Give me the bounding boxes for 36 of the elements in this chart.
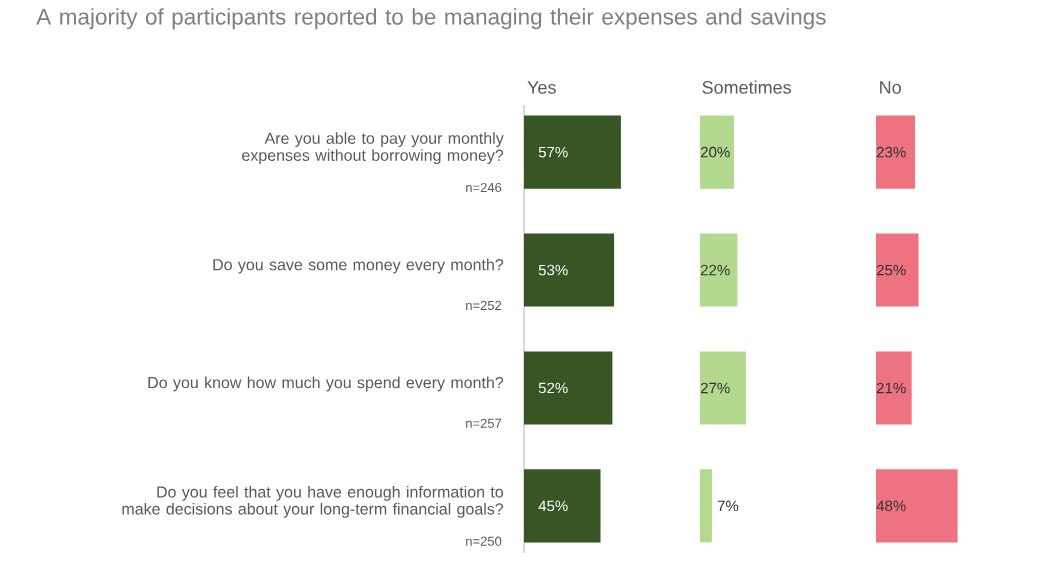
y-tick-label: Do you save some money every month? [213, 258, 504, 274]
text: n=257 [466, 418, 502, 428]
bar [876, 351, 912, 425]
chart-title: A majority of participants reported to be managing their expenses and savings [36, 8, 826, 30]
bar [524, 233, 615, 307]
bar [700, 233, 738, 307]
bar [876, 469, 958, 543]
text: n=250 [466, 536, 502, 546]
bar [700, 351, 746, 425]
data-label: 21% [876, 382, 906, 394]
bar [876, 233, 919, 307]
y-tick-label: Do you feel that you have enough information to make decisions about your long-term financial goals? [122, 485, 504, 518]
bar [876, 115, 916, 189]
text: n=252 [466, 300, 502, 311]
bar [700, 469, 712, 543]
data-label: 20% [700, 146, 730, 158]
y-tick-label: Are you able to pay your monthly expenses without borrowing money? [242, 132, 504, 165]
y-tick-label: Do you know how much you spend every month? [148, 376, 504, 392]
data-label: 27% [700, 382, 730, 394]
data-label: 22% [700, 264, 730, 276]
data-label: 45% [538, 500, 568, 512]
data-label: 23% [876, 146, 906, 158]
text: n=246 [466, 182, 502, 193]
data-label: 57% [538, 146, 568, 158]
data-label: 53% [538, 264, 568, 276]
chart-title: Sometimes [702, 80, 791, 94]
data-label: 25% [876, 264, 906, 276]
data-label: 48% [876, 500, 906, 512]
data-label: 52% [538, 382, 568, 394]
bar [700, 115, 735, 189]
bar [524, 351, 613, 425]
bar [524, 469, 601, 543]
data-label: 7% [717, 500, 739, 512]
chart-title: No [880, 81, 901, 94]
bar [524, 115, 621, 189]
chart-subtitle: Yes [527, 81, 556, 94]
